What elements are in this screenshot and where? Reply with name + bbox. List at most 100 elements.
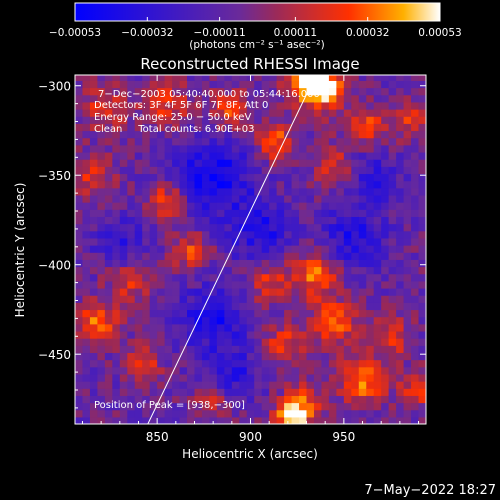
- heatmap-cell: [179, 230, 188, 239]
- heatmap-cell: [403, 395, 412, 404]
- heatmap-cell: [261, 80, 270, 89]
- heatmap-cell: [104, 123, 113, 132]
- heatmap-cell: [269, 137, 278, 146]
- heatmap-cell: [403, 123, 412, 132]
- heatmap-cell: [187, 109, 196, 117]
- heatmap-cell: [269, 230, 278, 239]
- heatmap-cell: [284, 273, 293, 282]
- heatmap-cell: [157, 352, 166, 361]
- heatmap-cell: [418, 151, 426, 160]
- heatmap-cell: [284, 409, 293, 418]
- heatmap-cell: [119, 352, 128, 361]
- heatmap-cell: [418, 381, 426, 389]
- colorbar-tick-label: 0.00011: [274, 27, 317, 39]
- heatmap-cell: [149, 194, 158, 203]
- heatmap-cell: [164, 259, 173, 268]
- heatmap-cell: [261, 123, 270, 132]
- heatmap-cell: [358, 87, 367, 96]
- heatmap-cell: [261, 402, 270, 411]
- heatmap-cell: [209, 94, 218, 103]
- heatmap-cell: [231, 223, 240, 232]
- heatmap-cell: [104, 402, 113, 411]
- heatmap-cell: [194, 330, 203, 339]
- heatmap-cell: [119, 245, 128, 253]
- heatmap-cell: [209, 130, 218, 139]
- heatmap-cell: [142, 287, 151, 296]
- heatmap-cell: [119, 338, 128, 346]
- heatmap-cell: [142, 366, 151, 375]
- heatmap-cell: [336, 295, 345, 303]
- heatmap-cell: [157, 316, 166, 325]
- heatmap-cell: [336, 130, 345, 139]
- heatmap-cell: [418, 259, 426, 268]
- heatmap-cell: [246, 309, 255, 318]
- heatmap-cell: [164, 137, 173, 146]
- heatmap-cell: [291, 216, 300, 225]
- heatmap-cell: [381, 130, 390, 139]
- heatmap-cell: [313, 345, 323, 354]
- heatmap-cell: [209, 194, 218, 203]
- heatmap-cell: [119, 287, 128, 296]
- heatmap-cell: [246, 80, 255, 89]
- heatmap-cell: [261, 166, 270, 175]
- heatmap-cell: [82, 345, 91, 354]
- heatmap-cell: [261, 116, 270, 124]
- heatmap-cell: [254, 123, 263, 132]
- heatmap-cell: [239, 230, 248, 239]
- heatmap-cell: [261, 259, 270, 268]
- heatmap-cell: [112, 237, 121, 246]
- heatmap-cell: [216, 295, 225, 303]
- heatmap-cell: [343, 330, 352, 339]
- heatmap-cell: [75, 237, 84, 246]
- heatmap-cell: [194, 130, 203, 139]
- heatmap-cell: [187, 94, 196, 103]
- heatmap-cell: [194, 252, 203, 260]
- heatmap-cell: [179, 338, 188, 346]
- heatmap-cell: [231, 373, 240, 382]
- heatmap-cell: [388, 202, 397, 210]
- heatmap-cell: [201, 295, 211, 303]
- heatmap-cell: [164, 173, 173, 182]
- heatmap-cell: [104, 180, 113, 189]
- heatmap-cell: [306, 252, 315, 260]
- heatmap-cell: [97, 366, 106, 375]
- heatmap-cell: [187, 266, 196, 275]
- heatmap-cell: [231, 166, 240, 175]
- heatmap-cell: [224, 338, 233, 346]
- heatmap-cell: [216, 395, 225, 404]
- heatmap-cell: [306, 295, 315, 303]
- heatmap-cell: [269, 345, 278, 354]
- heatmap-cell: [112, 373, 121, 382]
- heatmap-cell: [388, 180, 397, 189]
- heatmap-cell: [299, 352, 308, 361]
- heatmap-cell: [358, 151, 367, 160]
- heatmap-cell: [164, 366, 173, 375]
- heatmap-cell: [224, 245, 233, 253]
- heatmap-cell: [172, 173, 181, 182]
- heatmap-cell: [119, 381, 128, 389]
- heatmap-cell: [343, 280, 352, 289]
- heatmap-cell: [261, 194, 270, 203]
- heatmap-cell: [231, 209, 240, 217]
- heatmap-cell: [321, 252, 330, 260]
- heatmap-cell: [291, 287, 300, 296]
- heatmap-cell: [343, 245, 352, 253]
- heatmap-cell: [224, 101, 233, 110]
- heatmap-cell: [284, 330, 293, 339]
- heatmap-cell: [82, 187, 91, 196]
- heatmap-cell: [291, 381, 300, 389]
- heatmap-cell: [306, 94, 315, 103]
- heatmap-cell: [246, 230, 255, 239]
- heatmap-cell: [418, 80, 426, 89]
- heatmap-cell: [209, 123, 218, 132]
- heatmap-cell: [321, 302, 330, 311]
- heatmap-cell: [187, 409, 196, 418]
- heatmap-cell: [246, 373, 255, 382]
- heatmap-cell: [261, 302, 270, 311]
- heatmap-cell: [396, 388, 405, 396]
- heatmap-cell: [321, 323, 330, 332]
- heatmap-cell: [343, 388, 352, 396]
- heatmap-cell: [276, 352, 285, 361]
- heatmap-cell: [261, 75, 270, 81]
- heatmap-cell: [343, 345, 352, 354]
